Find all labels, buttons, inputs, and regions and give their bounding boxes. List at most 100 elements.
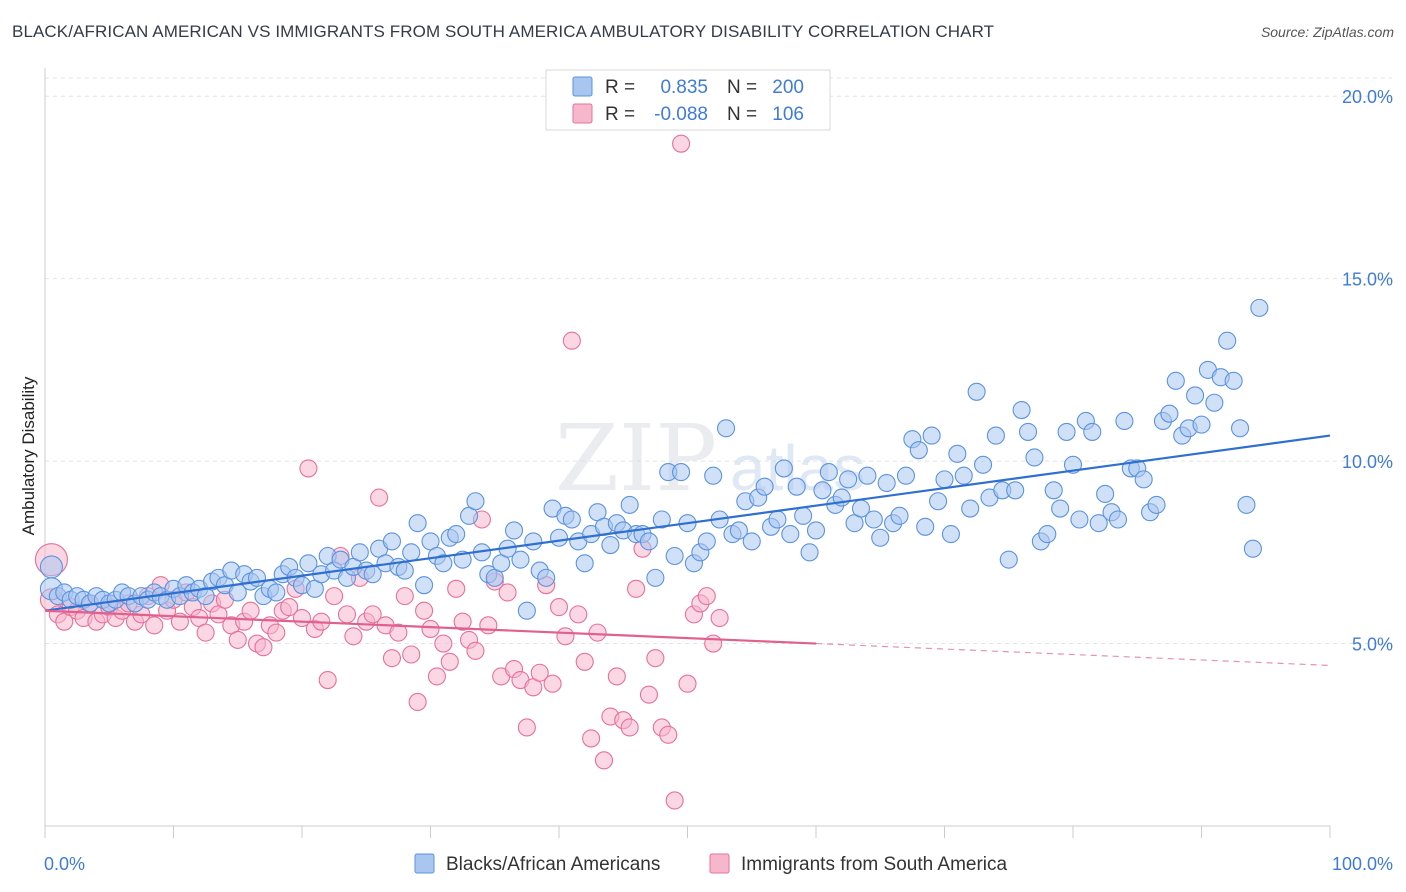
y-axis-title: Ambulatory Disability: [19, 376, 38, 535]
blue-point: [601, 535, 620, 555]
blue-point: [1250, 298, 1269, 317]
blue-point: [1025, 448, 1044, 467]
pink-point: [549, 598, 569, 617]
legend-r-value-pink: -0.088: [654, 104, 708, 125]
blue-point: [504, 521, 524, 540]
pink-point: [697, 587, 716, 606]
pink-point: [582, 729, 601, 748]
pink-point: [556, 627, 575, 646]
blue-point: [1057, 422, 1076, 441]
blue-point: [922, 426, 941, 445]
pink-point: [588, 623, 607, 642]
blue-point: [697, 532, 716, 551]
blue-point: [774, 459, 793, 478]
pink-point: [620, 718, 639, 737]
pink-point: [665, 791, 684, 810]
blue-point: [1166, 371, 1185, 390]
blue-point: [1231, 419, 1250, 438]
pink-point: [344, 627, 363, 646]
blue-point: [1070, 510, 1089, 529]
pink-point: [402, 645, 421, 664]
pink-point: [543, 674, 562, 693]
legend-r-label-pink: R =: [605, 104, 635, 125]
blue-point: [434, 554, 453, 573]
pink-point: [440, 652, 459, 671]
blue-point: [1147, 495, 1166, 514]
blue-point: [1108, 510, 1128, 529]
blue-point: [466, 492, 485, 511]
legend-n-value-pink: 106: [772, 104, 804, 125]
blue-point: [954, 466, 973, 485]
blue-point: [350, 543, 369, 562]
pink-point: [646, 649, 665, 668]
trend-line-blue: [44, 434, 1331, 612]
pink-point: [434, 634, 453, 653]
pink-point: [267, 623, 286, 642]
series-blacks-african-americans: [39, 298, 1269, 620]
blue-point: [890, 506, 909, 525]
pink-point: [498, 583, 517, 602]
bottom-legend-label-blue: Blacks/African Americans: [446, 854, 660, 875]
blue-point: [652, 510, 671, 529]
blue-point: [929, 492, 948, 511]
blue-point: [1044, 481, 1063, 500]
trend-line-pink-extension: [815, 642, 1331, 667]
watermark-zip: ZIP: [555, 405, 717, 512]
blue-point: [395, 561, 414, 580]
legend-swatch-pink: [572, 103, 593, 124]
pink-point: [408, 692, 427, 711]
blue-point: [1018, 422, 1038, 441]
blue-point: [941, 525, 960, 544]
pink-point: [299, 459, 318, 478]
blue-point: [716, 419, 736, 438]
blue-point: [382, 532, 402, 551]
pink-point: [382, 649, 402, 668]
pink-point: [659, 725, 678, 744]
blue-point: [537, 568, 556, 587]
series-legend: Blacks/African Americans Immigrants from…: [414, 853, 1008, 875]
legend-n-label-pink: N =: [727, 104, 757, 125]
blue-point: [794, 506, 813, 525]
pink-point: [145, 616, 164, 635]
trend-line-pink: [44, 609, 817, 645]
pink-point: [421, 619, 440, 639]
correlation-legend: R = 0.835 N = 200 R = -0.088 N = 106: [545, 69, 831, 131]
blue-point: [999, 550, 1018, 569]
blue-point: [781, 525, 800, 544]
blue-point: [1160, 404, 1179, 423]
blue-point: [839, 470, 858, 489]
pink-point: [241, 601, 260, 620]
legend-n-value-blue: 200: [772, 77, 804, 98]
pink-point: [594, 751, 614, 770]
x-tick-label-min: 0.0%: [44, 854, 85, 874]
pink-point: [318, 670, 337, 690]
blue-point: [916, 517, 935, 536]
y-tick-labels: 5.0% 10.0% 15.0% 20.0%: [1342, 87, 1393, 654]
blue-point: [813, 481, 832, 500]
pink-point: [678, 674, 697, 693]
blue-point: [1089, 514, 1108, 533]
blue-point: [858, 466, 877, 485]
blue-point: [517, 601, 536, 620]
pink-point: [710, 608, 729, 628]
gridlines: [45, 77, 1392, 645]
blue-point: [986, 426, 1005, 445]
blue-point: [672, 463, 691, 482]
chart-title: BLACK/AFRICAN AMERICAN VS IMMIGRANTS FRO…: [12, 22, 995, 41]
pink-point: [415, 601, 434, 620]
blue-point: [1192, 415, 1211, 434]
pink-point: [427, 667, 446, 686]
blue-point: [1083, 422, 1102, 441]
pink-point: [447, 579, 466, 598]
blue-point: [948, 444, 967, 463]
blue-point: [1012, 400, 1031, 420]
blue-point: [1096, 484, 1115, 504]
legend-box: [545, 69, 831, 131]
blue-point: [729, 521, 748, 540]
blue-point: [562, 510, 581, 529]
pink-point: [575, 652, 594, 671]
blue-point: [1237, 495, 1256, 514]
blue-point: [665, 546, 684, 566]
legend-r-value-blue: 0.835: [660, 77, 708, 98]
